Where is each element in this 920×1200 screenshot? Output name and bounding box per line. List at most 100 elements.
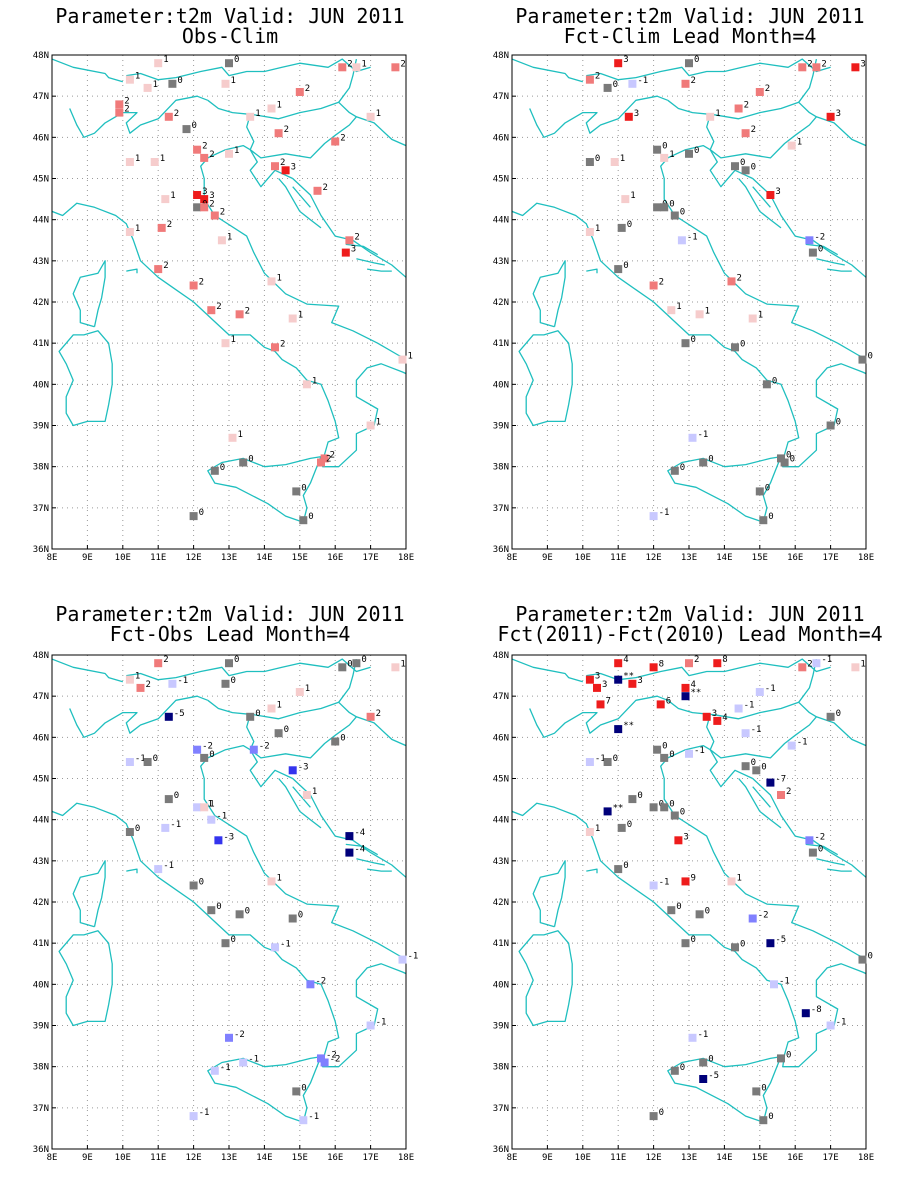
lat-tick-label: 36N: [493, 1145, 509, 1155]
coast-line: [292, 786, 311, 808]
station-marker: [649, 881, 658, 890]
station-marker: [649, 803, 658, 812]
coastline: [52, 58, 406, 523]
station-marker: [295, 88, 304, 96]
station-value-label: 2: [323, 183, 328, 193]
lon-tick-label: 15E: [292, 1153, 308, 1163]
station-marker: [660, 203, 669, 212]
station-marker: [603, 758, 612, 766]
station-value-label: 2: [326, 455, 331, 465]
station-value-label: 2: [821, 59, 826, 69]
station-value-label: 3: [634, 109, 639, 119]
station-marker: [731, 943, 739, 952]
station-value-label: 2: [163, 655, 168, 665]
station-marker: [154, 265, 163, 274]
station-marker: [182, 125, 191, 134]
lat-tick-label: 39N: [493, 1022, 509, 1032]
lat-tick-label: 45N: [493, 775, 509, 785]
coast-line: [278, 178, 301, 212]
panel-title-line2: Fct(2011)-Fct(2010) Lead Month=4: [497, 622, 883, 646]
station-value-label: 0: [740, 939, 745, 949]
lat-tick-label: 47N: [33, 692, 49, 702]
lon-tick-label: 18E: [398, 1153, 414, 1163]
station-marker: [755, 88, 764, 96]
lon-tick-label: 9E: [82, 1153, 93, 1163]
station-value-label: 2: [347, 59, 352, 69]
coast-line: [667, 99, 799, 120]
station-marker: [713, 659, 722, 668]
station-value-label: 1: [860, 659, 865, 669]
coast-line: [816, 258, 845, 266]
station-value-label: 0: [751, 758, 756, 768]
station-marker: [748, 914, 757, 923]
lat-tick-label: 48N: [33, 51, 49, 61]
stations: 2000112-101-501200-20-2-10-30-11-1-10-31…: [125, 655, 418, 1125]
station-marker: [759, 1116, 768, 1125]
station-map: 8E 9E 10E 11E 12E 13E 14E 15E 16E 17E 18E 48N 47N 46N…: [33, 51, 414, 563]
station-value-label: 0: [234, 55, 239, 65]
coast-line: [586, 268, 598, 274]
lat-tick-label: 38N: [33, 463, 49, 473]
coast-line: [367, 268, 392, 272]
coast-line: [246, 114, 357, 159]
station-value-label: 2: [167, 220, 172, 230]
panel-title-line2: Obs-Clim: [181, 24, 279, 48]
station-value-label: -1: [694, 746, 705, 756]
station-value-label: 0: [691, 935, 696, 945]
station-value-label: 2: [163, 261, 168, 271]
coast-line: [532, 260, 566, 328]
station-marker: [154, 865, 163, 874]
station-value-label: 2: [209, 150, 214, 160]
station-value-label: 0: [768, 1112, 773, 1122]
station-marker: [292, 1087, 301, 1096]
lat-tick-label: 37N: [33, 504, 49, 514]
lon-tick-label: 13E: [681, 1153, 697, 1163]
panel-title-line2: Fct-Clim Lead Month=4: [563, 24, 817, 48]
station-marker: [115, 108, 124, 117]
station-value-label: -4: [354, 845, 365, 855]
station-marker: [603, 807, 612, 816]
station-marker: [706, 112, 715, 121]
station-value-label: 1: [715, 109, 720, 119]
station-marker: [670, 1066, 679, 1075]
station-value-label: -1: [376, 1018, 387, 1028]
station-marker: [225, 659, 233, 668]
station-value-label: 0: [868, 352, 873, 362]
lon-tick-label: 13E: [221, 1153, 237, 1163]
station-marker: [812, 63, 821, 72]
lon-tick-label: 11E: [610, 553, 626, 563]
coast-line: [58, 930, 113, 1027]
station-value-label: 3: [602, 680, 607, 690]
coast-line: [738, 778, 761, 812]
station-value-label: 2: [280, 339, 285, 349]
lon-tick-label: 12E: [185, 553, 201, 563]
station-marker: [235, 910, 244, 919]
station-marker: [249, 745, 258, 754]
station-value-label: 2: [595, 72, 600, 82]
station-marker: [207, 306, 216, 315]
station-value-label: 2: [807, 59, 812, 69]
coast-line: [69, 695, 209, 738]
station-marker: [858, 955, 867, 964]
lat-tick-label: 42N: [33, 898, 49, 908]
coast-line: [529, 95, 669, 138]
station-value-label: 2: [694, 655, 699, 665]
station-value-label: 0: [694, 55, 699, 65]
station-marker: [398, 955, 407, 964]
station-marker: [649, 1112, 658, 1121]
station-marker: [225, 149, 233, 158]
station-value-label: **: [613, 803, 624, 813]
station-value-label: 8: [722, 655, 727, 665]
coast-line: [706, 114, 817, 159]
lon-tick-label: 11E: [150, 1153, 166, 1163]
station-value-label: 3: [623, 55, 628, 65]
axis-ticks: 8E 9E 10E 11E 12E 13E 14E 15E 16E 17E 18E 48N 47N 46N…: [493, 651, 874, 1163]
station-value-label: -2: [326, 1050, 337, 1060]
station-value-label: 0: [676, 902, 681, 912]
station-marker: [398, 355, 407, 364]
station-value-label: 7: [606, 696, 611, 706]
station-marker: [366, 112, 375, 121]
coast-line: [72, 860, 106, 928]
station-marker: [614, 59, 623, 68]
coast-line: [338, 58, 406, 147]
